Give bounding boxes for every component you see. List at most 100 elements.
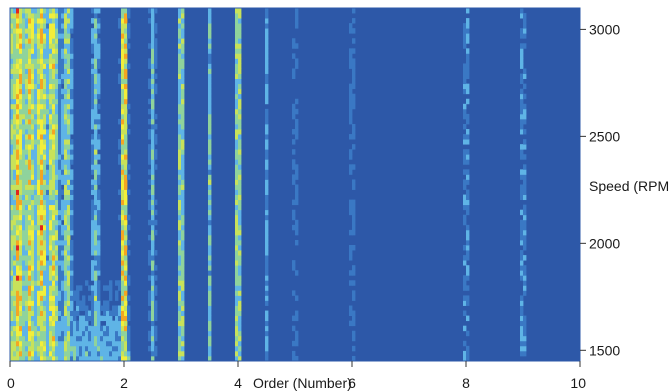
y-axis-title: Speed (RPM) — [589, 178, 669, 194]
heatmap-cell — [466, 265, 470, 271]
heatmap-cell — [115, 345, 119, 352]
heatmap-cell — [49, 229, 53, 236]
heatmap-cell — [43, 340, 47, 347]
heatmap-cell — [208, 123, 212, 130]
heatmap-cell — [58, 194, 62, 201]
heatmap-cell — [22, 315, 26, 322]
heatmap-cell — [16, 98, 20, 105]
heatmap-cell — [13, 129, 17, 135]
heatmap-cell — [127, 8, 131, 14]
heatmap-cell — [520, 28, 524, 34]
heatmap-cell — [79, 345, 83, 352]
heatmap-cell — [121, 275, 125, 281]
heatmap-cell — [13, 73, 17, 79]
heatmap-cell — [61, 315, 65, 322]
heatmap-cell — [25, 350, 29, 357]
heatmap-cell — [22, 33, 26, 39]
heatmap-cell — [181, 53, 185, 59]
heatmap-cell — [352, 58, 356, 64]
heatmap-cell — [40, 265, 44, 271]
heatmap-cell — [13, 154, 17, 160]
heatmap-cell — [67, 310, 71, 317]
heatmap-cell — [94, 310, 98, 317]
heatmap-cell — [208, 300, 212, 306]
heatmap-cell — [154, 48, 158, 54]
heatmap-cell — [124, 53, 128, 59]
heatmap-cell — [34, 154, 38, 160]
heatmap-cell — [10, 108, 14, 115]
heatmap-cell — [25, 58, 29, 64]
heatmap-cell — [70, 325, 74, 332]
heatmap-cell — [181, 345, 185, 352]
heatmap-cell — [76, 345, 80, 352]
heatmap-cell — [28, 315, 32, 322]
heatmap-cell — [25, 129, 29, 135]
heatmap-cell — [28, 330, 32, 337]
heatmap-cell — [118, 118, 122, 125]
heatmap-cell — [52, 300, 56, 306]
heatmap-cell — [49, 73, 53, 79]
heatmap-cell — [124, 159, 128, 165]
heatmap-cell — [43, 315, 47, 322]
heatmap-cell — [19, 320, 23, 327]
heatmap-cell — [31, 189, 35, 195]
heatmap-cell — [34, 68, 38, 74]
heatmap-cell — [22, 53, 26, 59]
heatmap-cell — [31, 325, 35, 332]
heatmap-cell — [58, 78, 62, 85]
heatmap-cell — [124, 58, 128, 64]
heatmap-cell — [352, 315, 356, 322]
heatmap-cell — [52, 260, 56, 266]
heatmap-cell — [466, 345, 470, 352]
heatmap-cell — [121, 164, 125, 170]
heatmap-cell — [238, 275, 242, 281]
heatmap-cell — [52, 169, 56, 175]
heatmap-cell — [208, 58, 212, 64]
heatmap-cell — [70, 103, 74, 110]
heatmap-cell — [520, 335, 524, 342]
heatmap-cell — [178, 194, 182, 201]
heatmap-cell — [52, 275, 56, 281]
heatmap-cell — [106, 310, 110, 317]
heatmap-cell — [28, 108, 32, 115]
heatmap-cell — [73, 290, 77, 296]
heatmap-cell — [148, 43, 152, 49]
heatmap-cell — [265, 38, 269, 44]
heatmap-cell — [208, 179, 212, 185]
heatmap-cell — [94, 113, 98, 120]
heatmap-cell — [235, 335, 239, 342]
heatmap-cell — [82, 340, 86, 347]
heatmap-cell — [61, 88, 65, 95]
heatmap-cell — [52, 8, 56, 14]
heatmap-cell — [154, 23, 158, 29]
heatmap-cell — [115, 295, 119, 301]
heatmap-cell — [58, 189, 62, 195]
heatmap-cell — [28, 234, 32, 241]
heatmap-cell — [46, 68, 50, 74]
heatmap-cell — [40, 209, 44, 216]
heatmap-cell — [466, 169, 470, 175]
heatmap-cell — [238, 108, 242, 115]
heatmap-cell — [265, 98, 269, 105]
heatmap-cell — [238, 149, 242, 155]
heatmap-cell — [70, 229, 74, 236]
heatmap-cell — [265, 189, 269, 195]
heatmap-cell — [25, 265, 29, 271]
heatmap-cell — [16, 194, 20, 201]
heatmap-cell — [61, 300, 65, 306]
heatmap-cell — [70, 265, 74, 271]
heatmap-cell — [265, 93, 269, 100]
heatmap-cell — [463, 355, 467, 361]
heatmap-cell — [70, 219, 74, 226]
heatmap-cell — [520, 239, 524, 246]
heatmap-cell — [61, 280, 65, 286]
heatmap-cell — [34, 229, 38, 236]
heatmap-cell — [28, 23, 32, 29]
heatmap-cell — [85, 315, 89, 322]
heatmap-cell — [265, 250, 269, 256]
heatmap-cell — [523, 33, 527, 39]
heatmap-cell — [100, 315, 104, 322]
heatmap-cell — [238, 154, 242, 160]
heatmap-cell — [67, 78, 71, 85]
heatmap-cell — [16, 355, 20, 361]
